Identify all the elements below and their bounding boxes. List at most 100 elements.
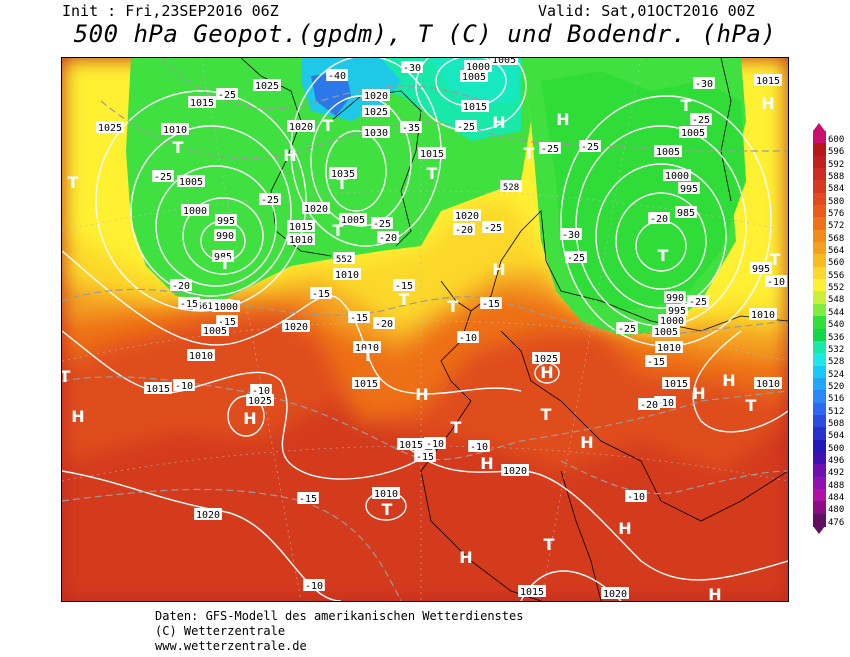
svg-text:1015: 1015 <box>289 222 313 233</box>
pressure-label: 1025 <box>96 121 124 134</box>
svg-text:1030: 1030 <box>364 128 388 139</box>
temperature-label: -10 <box>303 579 325 592</box>
legend-value: 528 <box>828 357 845 368</box>
legend-swatch <box>813 217 826 231</box>
legend-swatch <box>813 501 826 515</box>
svg-text:1020: 1020 <box>289 122 313 133</box>
pressure-label: 1025 <box>532 352 560 365</box>
svg-text:-20: -20 <box>375 319 393 330</box>
legend-value: 480 <box>828 505 845 516</box>
svg-text:-20: -20 <box>172 281 190 292</box>
svg-text:-25: -25 <box>218 90 236 101</box>
pressure-label: 1020 <box>194 508 222 521</box>
high-pressure-marker: H <box>722 371 735 390</box>
temperature-label: -25 <box>482 221 504 234</box>
low-pressure-marker: T <box>323 116 334 135</box>
svg-text:995: 995 <box>668 306 686 317</box>
legend-swatch <box>813 377 826 391</box>
pressure-label: 1020 <box>282 320 310 333</box>
legend-swatch <box>813 414 826 428</box>
temperature-label: -10 <box>457 331 479 344</box>
temperature-label: -15 <box>216 315 238 328</box>
svg-text:1010: 1010 <box>751 310 775 321</box>
map-title: 500 hPa Geopot.(gpdm), T (C) und Bodendr… <box>73 20 777 48</box>
svg-text:1015: 1015 <box>354 379 378 390</box>
svg-text:1020: 1020 <box>603 589 627 600</box>
legend-value: 536 <box>828 332 845 343</box>
svg-text:-25: -25 <box>689 297 707 308</box>
svg-text:1005: 1005 <box>656 147 680 158</box>
temperature-label: -20 <box>638 398 660 411</box>
legend-swatch <box>813 402 826 416</box>
svg-text:1020: 1020 <box>364 91 388 102</box>
high-pressure-marker: H <box>692 384 705 403</box>
svg-text:1020: 1020 <box>455 211 479 222</box>
legend-swatch <box>813 143 826 157</box>
pressure-label: 990 <box>214 229 236 242</box>
pressure-label: 1025 <box>246 394 274 407</box>
pressure-label: 1015 <box>144 382 172 395</box>
svg-text:1000: 1000 <box>214 302 238 313</box>
temperature-label: -15 <box>178 297 200 310</box>
svg-text:1035: 1035 <box>331 169 355 180</box>
low-pressure-marker: T <box>363 346 374 365</box>
legend-value: 568 <box>828 233 845 244</box>
geopotential-label: 552 <box>333 252 355 265</box>
pressure-label: 1000 <box>663 169 691 182</box>
pressure-label: 1005 <box>339 213 367 226</box>
pressure-label: 985 <box>675 206 697 219</box>
legend-value: 584 <box>828 184 845 195</box>
pressure-label: 1000 <box>212 300 240 313</box>
legend-value: 548 <box>828 295 845 306</box>
legend-swatch <box>813 180 826 194</box>
svg-text:1000: 1000 <box>660 316 684 327</box>
pressure-label: 1020 <box>601 587 629 600</box>
pressure-label: 1010 <box>655 341 683 354</box>
pressure-label: 1015 <box>287 220 315 233</box>
svg-text:1025: 1025 <box>248 396 272 407</box>
low-pressure-marker: T <box>541 405 552 424</box>
svg-text:-20: -20 <box>650 214 668 225</box>
pressure-label: 1005 <box>177 175 205 188</box>
svg-text:1010: 1010 <box>289 235 313 246</box>
svg-text:-15: -15 <box>218 317 236 328</box>
svg-text:1025: 1025 <box>534 354 558 365</box>
legend-swatch <box>813 328 826 342</box>
color-legend <box>813 123 826 534</box>
low-pressure-marker: T <box>451 418 462 437</box>
legend-value: 532 <box>828 344 845 355</box>
svg-text:1015: 1015 <box>520 587 544 598</box>
svg-text:1010: 1010 <box>355 343 379 354</box>
svg-text:1015: 1015 <box>664 379 688 390</box>
high-pressure-marker: H <box>618 519 631 538</box>
legend-value: 476 <box>828 517 845 528</box>
pressure-label: 1010 <box>161 123 189 136</box>
pressure-label: 1010 <box>353 341 381 354</box>
pressure-label: 1015 <box>461 100 489 113</box>
legend-value: 552 <box>828 283 845 294</box>
temperature-label: -30 <box>401 61 423 74</box>
pressure-label: 1015 <box>418 147 446 160</box>
svg-text:1005: 1005 <box>681 128 705 139</box>
legend-swatch <box>813 131 826 144</box>
temperature-label: -30 <box>693 77 715 90</box>
legend-value: 516 <box>828 394 845 405</box>
legend-value: 572 <box>828 221 845 232</box>
svg-text:990: 990 <box>666 293 684 304</box>
pressure-label: 1015 <box>662 377 690 390</box>
legend-value: 500 <box>828 443 845 454</box>
temperature-label: -10 <box>250 384 272 397</box>
pressure-label: 1020 <box>501 464 529 477</box>
legend-swatch <box>813 439 826 453</box>
svg-text:1005: 1005 <box>492 58 516 66</box>
svg-text:-30: -30 <box>403 63 421 74</box>
svg-text:1015: 1015 <box>146 384 170 395</box>
svg-text:528: 528 <box>503 183 519 193</box>
temperature-label: -40 <box>326 69 348 82</box>
svg-text:1020: 1020 <box>304 204 328 215</box>
svg-text:-25: -25 <box>457 122 475 133</box>
svg-text:1000: 1000 <box>665 171 689 182</box>
pressure-label: 1010 <box>333 268 361 281</box>
svg-text:-15: -15 <box>312 289 330 300</box>
pressure-label: 1015 <box>188 96 216 109</box>
